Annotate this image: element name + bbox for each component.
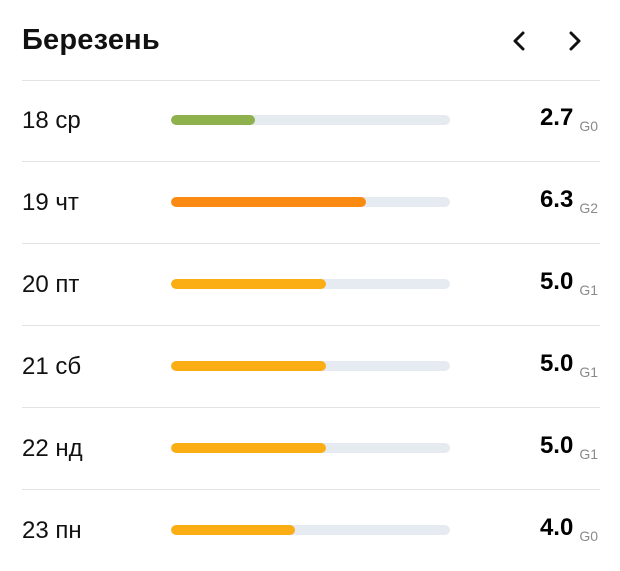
level-bar-track	[171, 279, 450, 289]
grade-badge: G1	[579, 446, 598, 462]
value-group: 6.3 G2	[539, 186, 598, 216]
level-bar-fill	[171, 115, 255, 125]
month-header: Березень	[22, 0, 600, 81]
level-bar-track	[171, 525, 450, 535]
day-row[interactable]: 23 пн 4.0 G0	[22, 490, 600, 571]
day-value: 5.0	[539, 432, 574, 459]
value-group: 4.0 G0	[539, 514, 598, 544]
chevron-right-icon	[569, 31, 581, 51]
value-group: 5.0 G1	[539, 268, 598, 298]
day-row[interactable]: 19 чт 6.3 G2	[22, 162, 600, 244]
day-label: 23 пн	[22, 517, 82, 544]
previous-month-button[interactable]	[506, 27, 534, 55]
day-value: 2.7	[539, 104, 574, 131]
day-label: 20 пт	[22, 271, 80, 298]
level-bar-track	[171, 443, 450, 453]
value-group: 5.0 G1	[539, 432, 598, 462]
day-row[interactable]: 20 пт 5.0 G1	[22, 244, 600, 326]
month-title: Березень	[22, 24, 160, 56]
value-group: 2.7 G0	[539, 104, 598, 134]
day-value: 6.3	[539, 186, 574, 213]
level-bar-track	[171, 197, 450, 207]
grade-badge: G1	[579, 282, 598, 298]
day-value: 5.0	[539, 268, 574, 295]
day-row[interactable]: 22 нд 5.0 G1	[22, 408, 600, 490]
day-label: 21 сб	[22, 353, 82, 380]
day-label: 18 ср	[22, 107, 81, 134]
level-bar-fill	[171, 443, 326, 453]
grade-badge: G0	[579, 528, 598, 544]
day-row[interactable]: 18 ср 2.7 G0	[22, 80, 600, 162]
day-label: 19 чт	[22, 189, 79, 216]
value-group: 5.0 G1	[539, 350, 598, 380]
level-bar-track	[171, 115, 450, 125]
level-bar-track	[171, 361, 450, 371]
day-value: 4.0	[539, 514, 574, 541]
day-label: 22 нд	[22, 435, 83, 462]
level-bar-fill	[171, 279, 326, 289]
day-value: 5.0	[539, 350, 574, 377]
level-bar-fill	[171, 525, 296, 535]
grade-badge: G1	[579, 364, 598, 380]
next-month-button[interactable]	[560, 27, 588, 55]
level-bar-fill	[171, 197, 367, 207]
level-bar-fill	[171, 361, 326, 371]
grade-badge: G0	[579, 118, 598, 134]
chevron-left-icon	[513, 31, 525, 51]
day-row[interactable]: 21 сб 5.0 G1	[22, 326, 600, 408]
grade-badge: G2	[579, 200, 598, 216]
day-list: 18 ср 2.7 G0 19 чт 6.3 G2 20 пт 5.0 G1 2…	[22, 80, 600, 571]
